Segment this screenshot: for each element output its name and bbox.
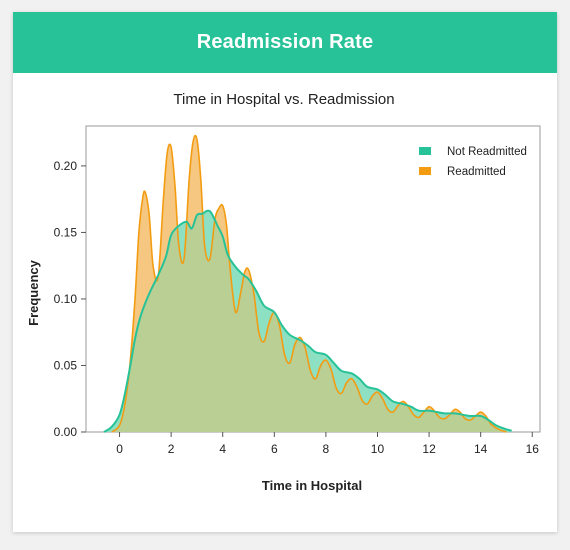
x-tick-label: 4 [219,442,226,456]
chart-card: Readmission Rate Time in Hospital vs. Re… [13,12,557,532]
y-axis: 0.00 0.05 0.10 0.15 0.20 [54,159,86,439]
x-tick-label: 16 [526,442,540,456]
y-tick-label: 0.00 [54,425,78,439]
y-tick-label: 0.10 [54,292,78,306]
chart-title: Time in Hospital vs. Readmission [173,91,394,108]
plot-area [85,125,541,433]
x-tick-label: 12 [422,442,436,456]
y-tick-label: 0.05 [54,358,78,372]
y-tick-label: 0.20 [54,159,78,173]
y-axis-label: Frequency [26,259,41,326]
x-tick-label: 8 [323,442,330,456]
area-overlap [111,210,507,432]
chart: Time in Hospital vs. Readmission 0 2 4 6 8 10… [26,91,541,493]
card-header: Readmission Rate [13,12,557,73]
y-tick-label: 0.15 [54,225,78,239]
x-tick-label: 14 [474,442,488,456]
x-tick-label: 10 [371,442,385,456]
x-axis: 0 2 4 6 8 10 12 14 16 [116,432,539,456]
x-axis-label: Time in Hospital [262,478,362,493]
x-tick-label: 2 [168,442,175,456]
line-not-readmitted [103,209,512,433]
legend-swatch-readmitted [419,167,431,175]
line-readmitted [111,134,507,433]
card-title: Readmission Rate [196,31,374,53]
x-tick-label: 0 [116,442,123,456]
legend-label-not-readmitted: Not Readmitted [447,146,527,158]
legend-swatch-not-readmitted [419,147,431,155]
legend-label-readmitted: Readmitted [447,166,506,178]
legend: Not Readmitted Readmitted [419,146,527,178]
x-tick-label: 6 [271,442,278,456]
